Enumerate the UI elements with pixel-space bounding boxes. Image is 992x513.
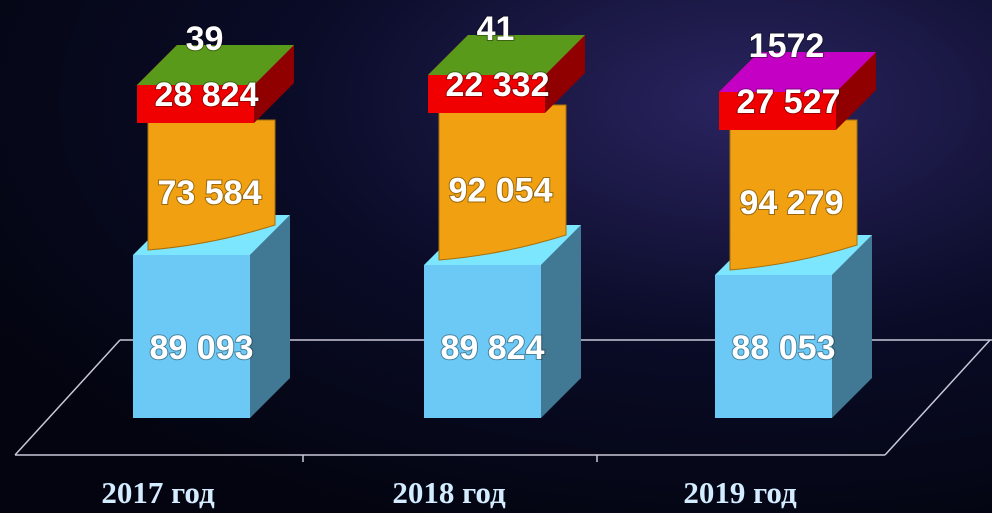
bar-front (137, 85, 254, 123)
data-label: 73 584 (158, 174, 262, 212)
data-label: 89 824 (441, 329, 545, 367)
bar-segment (438, 104, 567, 261)
x-tick-label: 2018 год (392, 475, 506, 510)
bar-side (254, 45, 294, 123)
data-label: 22 332 (446, 66, 550, 104)
bar-side (832, 235, 872, 418)
bar-segment (729, 119, 858, 271)
data-label: 88 053 (732, 329, 836, 367)
bar-segment (719, 52, 876, 92)
data-label: 28 824 (155, 76, 259, 114)
bar-side (541, 225, 581, 418)
data-label: 27 527 (737, 83, 841, 121)
data-label: 1572 (749, 27, 825, 65)
bar-side (250, 215, 290, 418)
bar-segment (424, 225, 581, 418)
x-tick-label: 2017 год (101, 475, 215, 510)
x-tick-label: 2019 год (683, 475, 797, 510)
data-label: 41 (477, 10, 515, 48)
bar-segment (147, 119, 276, 251)
bar-side (836, 52, 876, 130)
bar-front (133, 255, 250, 418)
data-label: 92 054 (449, 171, 553, 209)
bar-side (545, 35, 585, 113)
data-label: 89 093 (150, 329, 254, 367)
bar-segment (428, 35, 585, 75)
bar-front (719, 92, 836, 130)
bar-front (715, 275, 832, 418)
bar-front (428, 75, 545, 113)
data-label: 39 (186, 20, 224, 58)
data-label: 94 279 (740, 184, 844, 222)
bar-segment (137, 45, 294, 85)
bar-front (424, 265, 541, 418)
